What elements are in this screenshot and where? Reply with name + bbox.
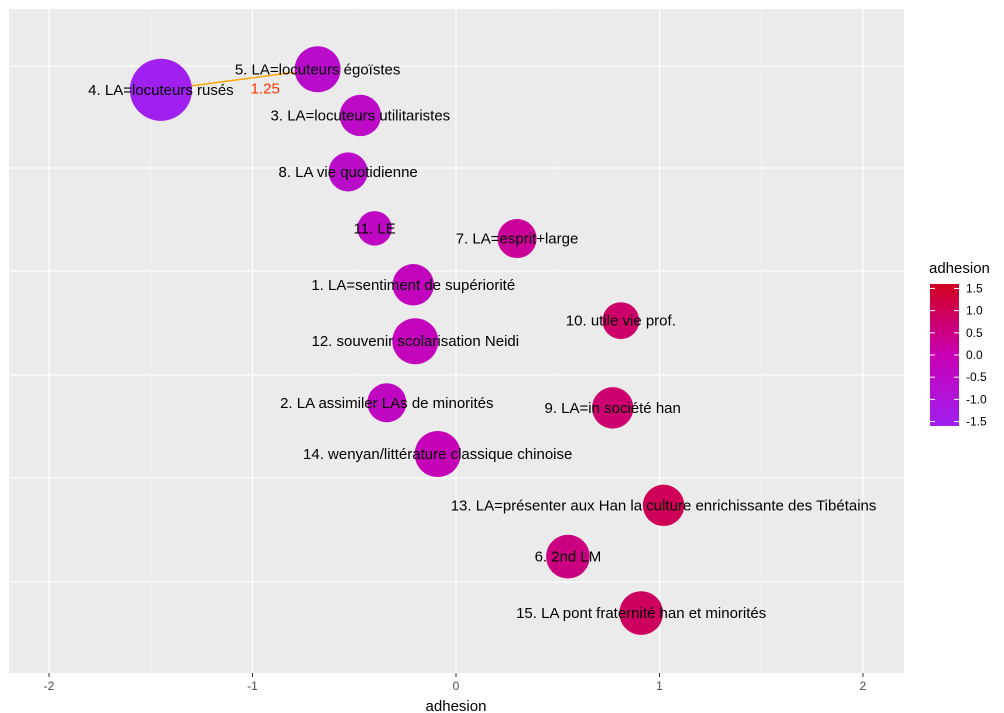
data-point	[392, 318, 439, 365]
legend-tick-label: -1.5	[966, 415, 987, 429]
x-tick-label: 0	[453, 679, 460, 693]
x-tick-label: 2	[860, 679, 867, 693]
color-legend: adhesion 1.5 1.0 0.5 0.0 -0.5 -1.0 -1.5	[929, 260, 990, 429]
legend-tick-label: 1.5	[966, 281, 983, 295]
x-tick-label: 1	[656, 679, 663, 693]
point-label: 8. LA vie quotidienne	[279, 164, 418, 181]
data-point	[414, 431, 461, 478]
data-point	[339, 94, 382, 137]
point-label: 14. wenyan/littérature classique chinois…	[303, 446, 572, 463]
data-point	[602, 302, 640, 340]
data-point	[392, 264, 434, 306]
point-label: 4. LA=locuteurs rusés	[88, 82, 234, 99]
point-label: 5. LA=locuteurs égoïstes	[235, 61, 401, 78]
data-point	[619, 591, 664, 635]
point-label: 1. LA=sentiment de supériorité	[311, 277, 515, 294]
x-tick-label: -2	[44, 679, 55, 693]
point-label: 9. LA=in société han	[545, 400, 681, 417]
x-tick-label: -1	[247, 679, 258, 693]
point-label: 7. LA=esprit+large	[456, 231, 579, 248]
data-point	[591, 387, 634, 429]
legend-title: adhesion	[929, 260, 990, 277]
data-point	[294, 46, 341, 93]
data-points	[129, 46, 685, 635]
point-label: 2. LA assimiler LAs de minorités	[280, 395, 493, 412]
legend-tick-label: 0.0	[966, 348, 983, 362]
point-label: 11. LE	[353, 220, 395, 237]
data-point	[642, 484, 685, 527]
legend-tick-label: -0.5	[966, 370, 987, 384]
point-label: 15. LA pont fraternité han et minorités	[516, 605, 766, 622]
point-label: 6. 2nd LM	[535, 549, 602, 566]
point-label: 12. souvenir scolarisation Neidi	[311, 333, 519, 350]
legend-tick-label: 0.5	[966, 326, 983, 340]
data-point	[357, 211, 392, 246]
point-label: 10. utile vie prof.	[566, 313, 676, 330]
x-axis-title: adhesion	[426, 698, 487, 713]
data-point	[546, 534, 590, 579]
legend-tick-label: -1.0	[966, 392, 987, 406]
legend-tick-label: 1.0	[966, 304, 983, 318]
data-point	[328, 152, 368, 192]
x-axis: -2 -1 0 1 2	[44, 673, 867, 693]
point-label: 3. LA=locuteurs utilitaristes	[271, 107, 451, 124]
grid-lines	[9, 9, 904, 673]
data-point	[497, 219, 537, 259]
legend-ticks: 1.5 1.0 0.5 0.0 -0.5 -1.0 -1.5	[930, 281, 987, 429]
annotation-label: 1.25	[251, 81, 280, 98]
point-label: 13. LA=présenter aux Han la culture enri…	[451, 497, 877, 514]
data-point	[129, 58, 192, 121]
data-point	[367, 383, 407, 423]
